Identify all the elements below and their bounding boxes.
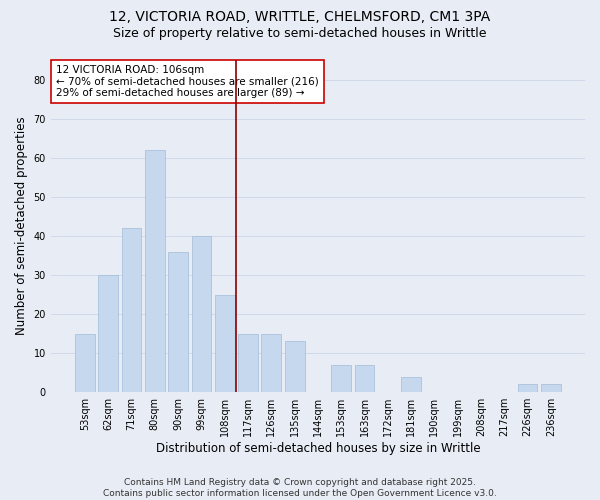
Bar <box>75 334 95 392</box>
Bar <box>191 236 211 392</box>
Bar <box>541 384 561 392</box>
Bar <box>285 342 305 392</box>
Bar <box>98 275 118 392</box>
Bar <box>238 334 258 392</box>
Text: Size of property relative to semi-detached houses in Writtle: Size of property relative to semi-detach… <box>113 28 487 40</box>
Bar <box>262 334 281 392</box>
Bar <box>331 365 351 392</box>
Text: Contains HM Land Registry data © Crown copyright and database right 2025.
Contai: Contains HM Land Registry data © Crown c… <box>103 478 497 498</box>
Bar <box>355 365 374 392</box>
Bar <box>145 150 165 392</box>
Bar <box>215 294 235 392</box>
Text: 12 VICTORIA ROAD: 106sqm
← 70% of semi-detached houses are smaller (216)
29% of : 12 VICTORIA ROAD: 106sqm ← 70% of semi-d… <box>56 65 319 98</box>
Bar <box>518 384 538 392</box>
Bar <box>401 376 421 392</box>
Bar <box>168 252 188 392</box>
X-axis label: Distribution of semi-detached houses by size in Writtle: Distribution of semi-detached houses by … <box>155 442 480 455</box>
Y-axis label: Number of semi-detached properties: Number of semi-detached properties <box>15 117 28 336</box>
Text: 12, VICTORIA ROAD, WRITTLE, CHELMSFORD, CM1 3PA: 12, VICTORIA ROAD, WRITTLE, CHELMSFORD, … <box>109 10 491 24</box>
Bar <box>122 228 142 392</box>
